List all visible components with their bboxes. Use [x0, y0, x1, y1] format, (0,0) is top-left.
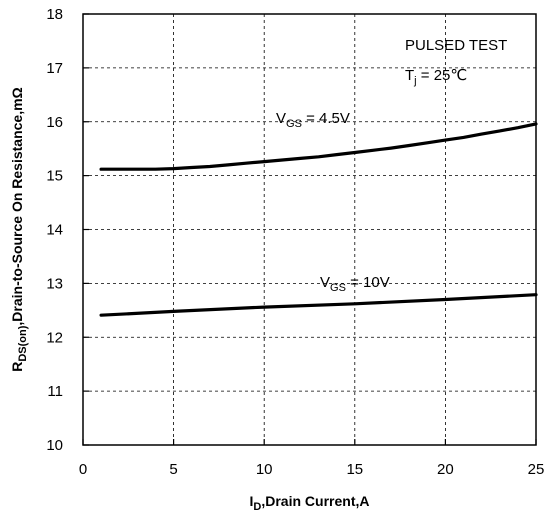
x-tick-label: 10	[256, 461, 273, 478]
y-tick-label: 12	[46, 329, 63, 346]
y-tick-label: 14	[46, 222, 63, 239]
test-condition-label: PULSED TEST	[405, 37, 507, 54]
y-axis-title-symbol: R	[9, 362, 25, 372]
x-tick-label: 0	[79, 461, 87, 478]
x-axis-title-subscript: D	[253, 501, 261, 513]
tick-labels: 0 5 10 15 20 25 10 11 12 13 14 15 16 17 18	[46, 6, 544, 478]
series-lines	[99, 122, 538, 317]
y-tick-label: 15	[46, 168, 63, 185]
x-tick-label: 15	[346, 461, 363, 478]
series-label-subscript: GS	[330, 282, 346, 294]
x-tick-label: 5	[169, 461, 177, 478]
temperature-symbol: T	[405, 67, 414, 84]
x-tick-label: 25	[528, 461, 545, 478]
series-line-1	[99, 293, 538, 317]
temperature-subscript: j	[413, 75, 416, 87]
x-tick-label: 20	[437, 461, 454, 478]
series-label-value: = 4.5V	[302, 110, 350, 127]
x-axis-title: ID,Drain Current,A	[250, 493, 370, 513]
y-tick-label: 17	[46, 60, 63, 77]
series-label-value: = 10V	[346, 274, 390, 291]
y-axis-title: RDS(on),Drain-to-Source On Resistance,mΩ	[9, 87, 29, 372]
series-label-symbol: V	[320, 274, 330, 291]
x-axis-title-symbol: I	[250, 493, 254, 509]
y-tick-label: 16	[46, 114, 63, 131]
y-tick-label: 10	[46, 437, 63, 454]
series-label-vgs-10v: VGS = 10V	[320, 274, 390, 294]
temperature-label: Tj = 25℃	[405, 67, 467, 87]
y-axis-title-text: ,Drain-to-Source On Resistance,mΩ	[9, 87, 25, 325]
series-label-subscript: GS	[286, 118, 302, 130]
y-tick-label: 13	[46, 275, 63, 292]
y-axis-title-subscript: DS(on)	[17, 325, 29, 361]
tick-marks	[82, 13, 537, 446]
series-label-vgs-4-5v: VGS = 4.5V	[276, 110, 350, 130]
grid-lines	[83, 14, 536, 445]
series-line-0	[99, 122, 538, 171]
series-label-symbol: V	[276, 110, 286, 127]
x-axis-title-text: ,Drain Current,A	[261, 493, 369, 509]
y-tick-label: 11	[47, 383, 63, 400]
temperature-value: = 25℃	[417, 67, 468, 84]
y-tick-label: 18	[46, 6, 63, 23]
